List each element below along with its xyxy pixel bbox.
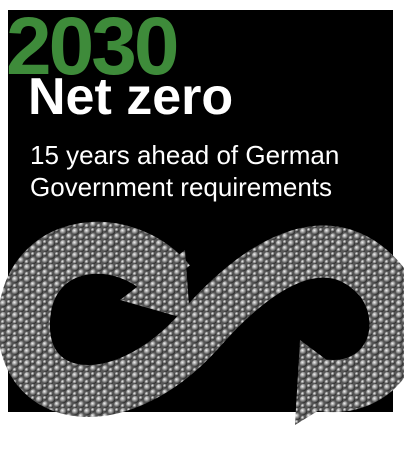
poster: 2030 Net zero 15 years ahead of German G… (0, 0, 404, 454)
title: Net zero (28, 68, 233, 126)
subtitle-line: Government requirements (30, 172, 332, 202)
subtitle-line: 15 years ahead of German (30, 140, 339, 170)
